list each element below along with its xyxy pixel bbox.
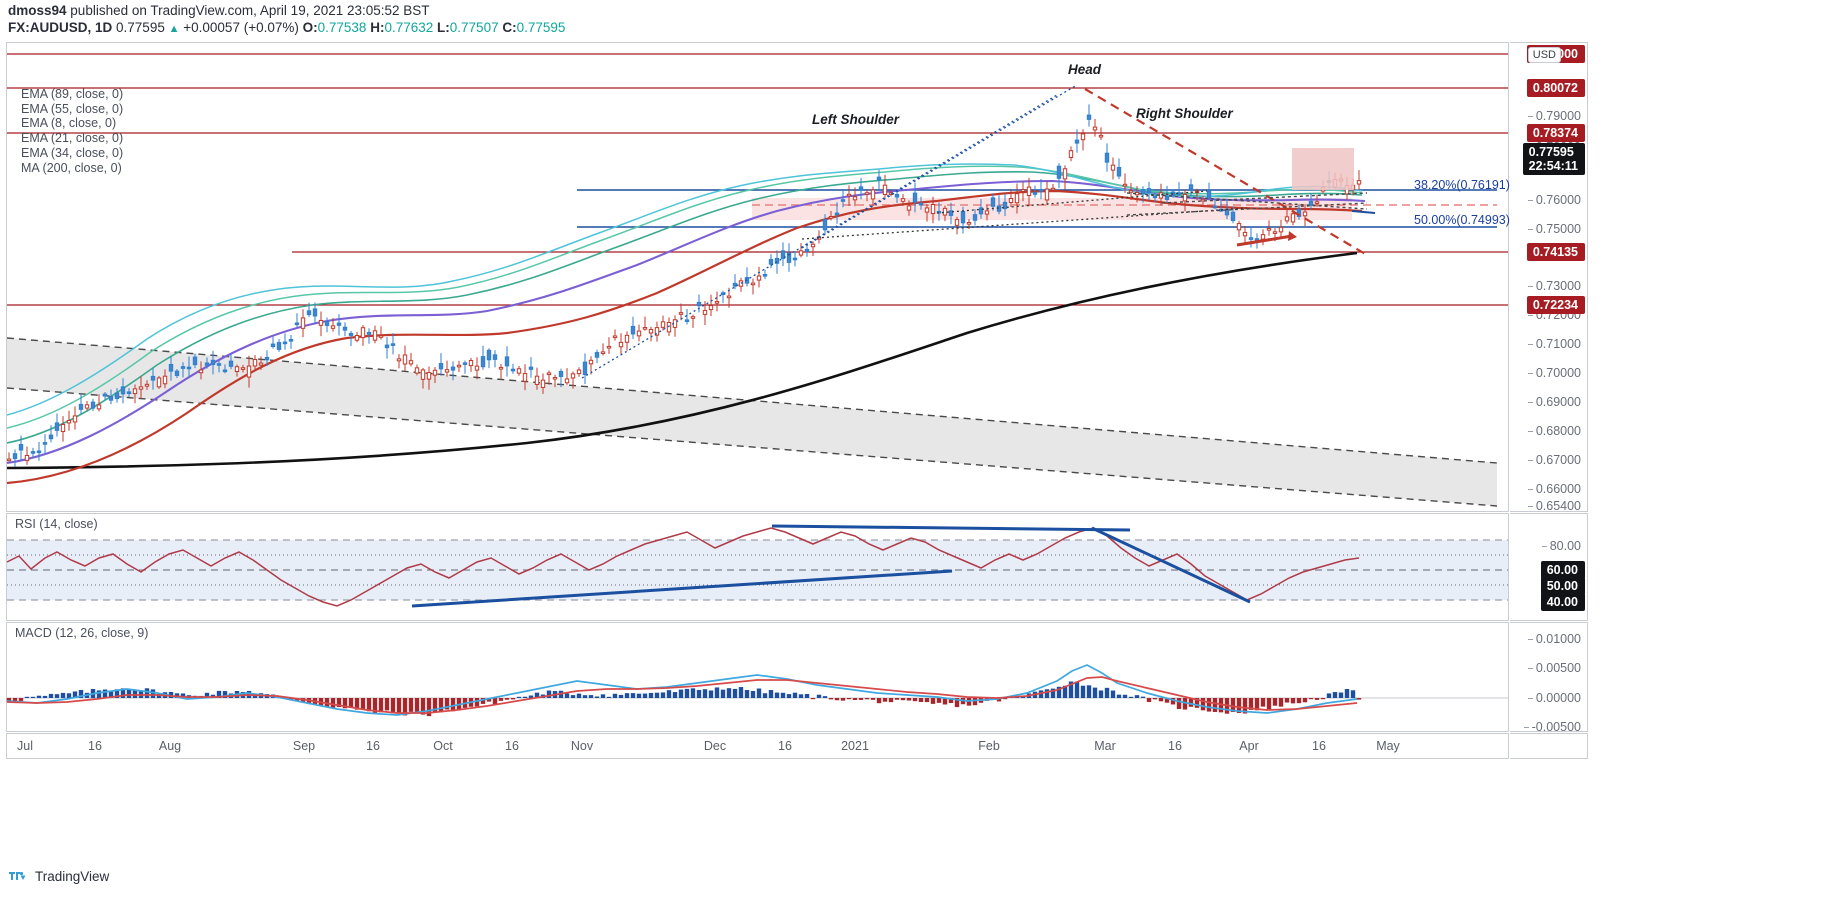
- price-pane[interactable]: EMA (89, close, 0) EMA (55, close, 0) EM…: [6, 42, 1509, 512]
- time-tick-label: Mar: [1094, 739, 1116, 753]
- low-value: 0.77507: [449, 20, 499, 35]
- rsi-pane[interactable]: RSI (14, close): [6, 513, 1509, 621]
- open-value: 0.77538: [317, 20, 367, 35]
- time-tick-label: Sep: [292, 739, 316, 753]
- time-tick-label: Oct: [433, 739, 453, 753]
- annotation-left-shoulder: Left Shoulder: [812, 112, 899, 127]
- close-label: C:: [502, 20, 517, 35]
- time-tick-label: Aug: [158, 739, 182, 753]
- annotation-right-shoulder: Right Shoulder: [1136, 106, 1233, 121]
- time-axis-corner: [1510, 733, 1588, 759]
- price-tick: 0.73000: [1527, 279, 1581, 293]
- chart-header: dmoss94 published on TradingView.com, Ap…: [8, 2, 1008, 38]
- up-triangle-icon: ▲: [168, 23, 180, 35]
- time-tick-label: Jul: [17, 739, 33, 753]
- price-tick: 0.65400: [1527, 499, 1581, 513]
- header-quote-line: FX:AUDUSD, 1D 0.77595 ▲ +0.00057 (+0.07%…: [8, 19, 1008, 38]
- time-tick-label: 16: [778, 739, 792, 753]
- fib-label-50: 50.00%(0.74993): [1414, 213, 1510, 227]
- current-price-badge: 0.77595 22:54:11: [1522, 143, 1585, 175]
- high-label: H:: [370, 20, 385, 35]
- time-tick-label: Dec: [703, 739, 727, 753]
- last-price: 0.77595: [116, 20, 165, 35]
- legend-item-ma200[interactable]: MA (200, close, 0): [21, 160, 122, 175]
- rsi-level-badge[interactable]: 40.00: [1540, 593, 1585, 611]
- price-tick: 0.67000: [1527, 453, 1581, 467]
- legend-item-ema34[interactable]: EMA (34, close, 0): [21, 145, 124, 160]
- price-level-badge[interactable]: 0.72234: [1526, 296, 1585, 314]
- close-value: 0.77595: [516, 20, 566, 35]
- currency-chip: USD: [1527, 47, 1561, 63]
- macd-tick: -0.00500: [1523, 720, 1581, 734]
- rsi-level-badge[interactable]: 60.00: [1540, 561, 1585, 579]
- rsi-title[interactable]: RSI (14, close): [15, 517, 98, 531]
- rsi-axis[interactable]: 80.00 60.00 50.00 40.00: [1510, 513, 1588, 621]
- high-value: 0.77632: [384, 20, 434, 35]
- price-tick: 0.79000: [1527, 109, 1581, 123]
- low-label: L:: [437, 20, 450, 35]
- time-tick-label: Nov: [570, 739, 594, 753]
- price-chart-svg: [7, 53, 1508, 507]
- macd-axis[interactable]: 0.01000 0.00500 0.00000 -0.00500: [1510, 622, 1588, 734]
- macd-tick: 0.00000: [1527, 691, 1581, 705]
- time-tick-label: May: [1376, 739, 1400, 753]
- fib-label-382: 38.20%(0.76191): [1414, 178, 1510, 192]
- time-tick-label: 16: [366, 739, 380, 753]
- legend-item-ema55[interactable]: EMA (55, close, 0): [21, 101, 124, 116]
- legend-item-ema21[interactable]: EMA (21, close, 0): [21, 131, 124, 146]
- macd-pane[interactable]: MACD (12, 26, close, 9): [6, 622, 1509, 732]
- footer: TradingView: [8, 868, 109, 884]
- rsi-tick: 80.00: [1541, 539, 1581, 553]
- annotation-head: Head: [1068, 62, 1102, 77]
- tradingview-logo-icon: [9, 871, 26, 880]
- time-tick-label: 2021: [841, 739, 869, 753]
- price-change: +0.00057 (+0.07%): [183, 20, 299, 35]
- time-tick-label: Apr: [1239, 739, 1259, 753]
- current-price-value: 0.77595: [1528, 145, 1574, 159]
- rsi-level-badge[interactable]: 50.00: [1540, 577, 1585, 595]
- price-tick: 0.76000: [1527, 193, 1581, 207]
- time-tick-label: Feb: [978, 739, 1000, 753]
- price-tick: 0.69000: [1527, 395, 1581, 409]
- rsi-chart-svg: [6, 524, 1508, 608]
- indicator-legend: EMA (89, close, 0) EMA (55, close, 0) EM…: [21, 87, 123, 175]
- price-tick: 0.66000: [1527, 482, 1581, 496]
- price-tick: 0.75000: [1527, 222, 1581, 236]
- author-name: dmoss94: [8, 3, 67, 18]
- publish-text: published on TradingView.com, April 19, …: [70, 3, 430, 18]
- legend-item-ema89[interactable]: EMA (89, close, 0): [21, 87, 124, 101]
- price-level-badge[interactable]: 0.78374: [1526, 124, 1585, 142]
- price-level-badge[interactable]: 0.80072: [1526, 79, 1585, 97]
- time-tick-label: 16: [505, 739, 519, 753]
- macd-chart-svg: [6, 664, 1508, 717]
- price-tick: 0.70000: [1527, 366, 1581, 380]
- time-tick-label: 16: [1312, 739, 1326, 753]
- macd-title[interactable]: MACD (12, 26, close, 9): [15, 626, 149, 640]
- bar-countdown: 22:54:11: [1528, 159, 1578, 173]
- macd-tick: 0.00500: [1527, 661, 1581, 675]
- time-axis[interactable]: Jul 16 Aug Sep 16 Oct 16 Nov Dec 16 2021 Feb Mar 16 Ap…: [6, 733, 1509, 759]
- time-tick-label: 16: [1168, 739, 1182, 753]
- price-level-badge[interactable]: 0.74135: [1526, 243, 1585, 261]
- macd-tick: 0.01000: [1527, 632, 1581, 646]
- price-tick: 0.71000: [1527, 337, 1581, 351]
- legend-item-ema8[interactable]: EMA (8, close, 0): [21, 116, 117, 131]
- price-axis[interactable]: USD 0.790000.780000.760000.750000.730000…: [1510, 42, 1588, 513]
- tradingview-brand: TradingView: [35, 868, 110, 884]
- time-tick-label: 16: [88, 739, 102, 753]
- open-label: O:: [302, 20, 318, 35]
- price-tick: 0.68000: [1527, 424, 1581, 438]
- header-publish-line: dmoss94 published on TradingView.com, Ap…: [8, 2, 1008, 19]
- symbol-label[interactable]: FX:AUDUSD, 1D: [8, 20, 113, 35]
